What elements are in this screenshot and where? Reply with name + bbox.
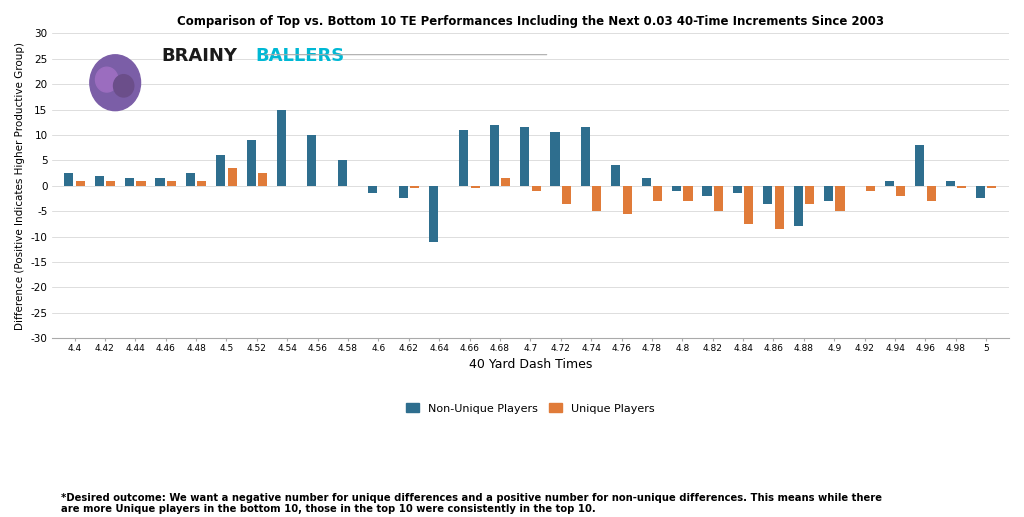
Bar	[927, 186, 936, 201]
Bar	[702, 186, 712, 196]
Bar	[410, 186, 419, 188]
Bar	[623, 186, 632, 214]
Bar	[198, 181, 206, 186]
Bar	[520, 127, 529, 186]
Bar	[531, 186, 541, 191]
Bar	[258, 173, 267, 186]
Y-axis label: Difference (Positive Indicates Higher Productive Group): Difference (Positive Indicates Higher Pr…	[15, 42, 25, 330]
Bar	[763, 186, 772, 204]
Bar	[744, 186, 754, 224]
Bar	[227, 168, 237, 186]
Bar	[136, 181, 145, 186]
Bar	[957, 186, 966, 188]
Bar	[369, 186, 377, 193]
Bar	[611, 165, 621, 186]
Text: BRAINY: BRAINY	[162, 47, 238, 65]
Circle shape	[114, 74, 134, 97]
Bar	[216, 155, 225, 186]
Bar	[76, 181, 85, 186]
Bar	[307, 135, 316, 186]
Bar	[125, 178, 134, 186]
Bar	[896, 186, 905, 196]
Bar	[714, 186, 723, 211]
Bar	[581, 127, 590, 186]
Legend: Non-Unique Players, Unique Players: Non-Unique Players, Unique Players	[401, 399, 659, 418]
Text: *Desired outcome: We want a negative number for unique differences and a positiv: *Desired outcome: We want a negative num…	[61, 493, 883, 514]
Bar	[794, 186, 803, 226]
Bar	[733, 186, 742, 193]
Bar	[987, 186, 996, 188]
Bar	[562, 186, 571, 204]
Bar	[592, 186, 601, 211]
Bar	[276, 110, 286, 186]
Bar	[94, 176, 103, 186]
Bar	[836, 186, 845, 211]
Bar	[398, 186, 408, 199]
Bar	[551, 132, 559, 186]
Bar	[471, 186, 480, 188]
Bar	[429, 186, 438, 241]
Bar	[460, 130, 468, 186]
Bar	[865, 186, 874, 191]
Bar	[501, 178, 510, 186]
Bar	[489, 125, 499, 186]
Bar	[185, 173, 195, 186]
Bar	[156, 178, 165, 186]
Bar	[642, 178, 651, 186]
Title: Comparison of Top vs. Bottom 10 TE Performances Including the Next 0.03 40-Time : Comparison of Top vs. Bottom 10 TE Perfo…	[177, 15, 884, 28]
Circle shape	[95, 67, 118, 92]
Bar	[653, 186, 663, 201]
Bar	[885, 181, 894, 186]
Bar	[65, 173, 74, 186]
Bar	[774, 186, 783, 229]
Bar	[805, 186, 814, 204]
Bar	[247, 140, 256, 186]
Bar	[824, 186, 834, 201]
Bar	[167, 181, 176, 186]
Bar	[976, 186, 985, 199]
Text: BALLERS: BALLERS	[256, 47, 345, 65]
Circle shape	[90, 55, 140, 111]
Bar	[106, 181, 115, 186]
Bar	[945, 181, 954, 186]
Bar	[915, 145, 925, 186]
X-axis label: 40 Yard Dash Times: 40 Yard Dash Times	[469, 358, 592, 371]
Bar	[683, 186, 692, 201]
Bar	[672, 186, 681, 191]
Bar	[338, 160, 347, 186]
